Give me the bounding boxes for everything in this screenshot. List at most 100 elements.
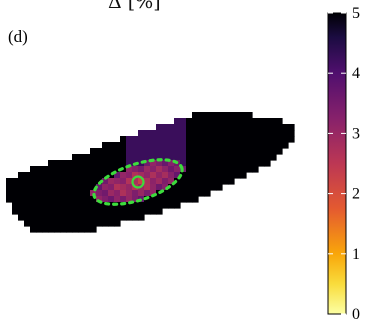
heatmap-cell — [210, 160, 217, 167]
heatmap-cell — [264, 136, 271, 143]
heatmap-cell — [186, 148, 193, 155]
heatmap-cell — [150, 184, 157, 191]
heatmap-cell — [168, 172, 175, 179]
heatmap-cell — [210, 112, 217, 119]
heatmap-cell — [174, 166, 181, 173]
heatmap-cell — [192, 190, 199, 197]
heatmap-cell — [156, 184, 163, 191]
heatmap-cell — [246, 154, 253, 161]
heatmap-cell — [126, 172, 133, 179]
heatmap-cell — [138, 172, 145, 179]
heatmap-cell — [138, 166, 145, 173]
heatmap-cell — [60, 190, 67, 197]
heatmap-cell — [30, 196, 37, 203]
heatmap-cell — [96, 148, 103, 155]
heatmap-cell — [54, 190, 61, 197]
heatmap-cell — [186, 178, 193, 185]
heatmap-cell — [72, 178, 79, 185]
heatmap-cell — [258, 148, 265, 155]
heatmap-cell — [150, 154, 157, 161]
heatmap-cell — [72, 202, 79, 209]
heatmap-cell — [192, 130, 199, 137]
heatmap-cell — [144, 208, 151, 215]
heatmap-cell — [198, 190, 205, 197]
heatmap-cell — [126, 160, 133, 167]
heatmap-cell — [252, 136, 259, 143]
heatmap-cell — [96, 196, 103, 203]
heatmap-cell — [270, 136, 277, 143]
heatmap-cell — [60, 184, 67, 191]
heatmap-cell — [216, 184, 223, 191]
heatmap-cell — [228, 130, 235, 137]
heatmap-cell — [6, 178, 13, 185]
heatmap-cell — [30, 190, 37, 197]
heatmap-cell — [66, 172, 73, 179]
heatmap-cell — [240, 172, 247, 179]
heatmap-cell — [156, 136, 163, 143]
heatmap-cell — [60, 202, 67, 209]
heatmap-cell — [96, 166, 103, 173]
heatmap-cell — [144, 148, 151, 155]
heatmap-cell — [114, 220, 121, 227]
heatmap-cell — [84, 202, 91, 209]
heatmap-cell — [186, 172, 193, 179]
heatmap-cell — [24, 208, 31, 215]
heatmap-cell — [288, 124, 295, 131]
heatmap-cell — [102, 154, 109, 161]
heatmap-cell — [126, 148, 133, 155]
heatmap-cell — [222, 172, 229, 179]
heatmap-cell — [54, 172, 61, 179]
colorbar-tick-label: 3 — [352, 125, 360, 142]
heatmap-cell — [222, 160, 229, 167]
heatmap-cell — [12, 196, 19, 203]
heatmap-cell — [48, 220, 55, 227]
heatmap-cell — [162, 136, 169, 143]
heatmap-cell — [222, 142, 229, 149]
heatmap-cell — [66, 190, 73, 197]
heatmap-cell — [162, 124, 169, 131]
panel-label: (d) — [8, 27, 28, 46]
heatmap-cell — [234, 124, 241, 131]
heatmap-cell — [108, 208, 115, 215]
heatmap-cell — [48, 226, 55, 233]
heatmap-cell — [264, 118, 271, 125]
heatmap-cell — [216, 124, 223, 131]
heatmap-cell — [36, 226, 43, 233]
heatmap-cell — [174, 190, 181, 197]
heatmap-cell — [252, 130, 259, 137]
heatmap-cell — [216, 154, 223, 161]
heatmap-cell — [72, 154, 79, 161]
heatmap-cell — [138, 142, 145, 149]
heatmap-cell — [222, 130, 229, 137]
heatmap-cell — [216, 118, 223, 125]
heatmap-cell — [180, 196, 187, 203]
heatmap-cell — [228, 124, 235, 131]
overlay-layer — [92, 158, 184, 206]
heatmap-cell — [168, 202, 175, 209]
heatmap-cell — [162, 190, 169, 197]
heatmap-cell — [186, 124, 193, 131]
heatmap-cell — [204, 124, 211, 131]
heatmap-cell — [102, 148, 109, 155]
heatmap-cell — [66, 160, 73, 167]
heatmap-cell — [156, 178, 163, 185]
heatmap-cell — [102, 214, 109, 221]
heatmap-cell — [216, 142, 223, 149]
heatmap-cell — [42, 190, 49, 197]
heatmap-cell — [36, 184, 43, 191]
heatmap-cell — [216, 130, 223, 137]
heatmap-cell — [186, 136, 193, 143]
colorbar-tick-label: 5 — [352, 5, 360, 22]
heatmap-cell — [42, 226, 49, 233]
heatmap-cell — [198, 124, 205, 131]
heatmap-cell — [258, 124, 265, 131]
heatmap-cell — [252, 154, 259, 161]
heatmap-cell — [6, 184, 13, 191]
heatmap-cell — [36, 202, 43, 209]
heatmap-cell — [138, 178, 145, 185]
heatmap-cell — [168, 124, 175, 131]
heatmap-cell — [168, 136, 175, 143]
heatmap-cell — [138, 154, 145, 161]
heatmap-cell — [174, 154, 181, 161]
heatmap-cell — [210, 136, 217, 143]
